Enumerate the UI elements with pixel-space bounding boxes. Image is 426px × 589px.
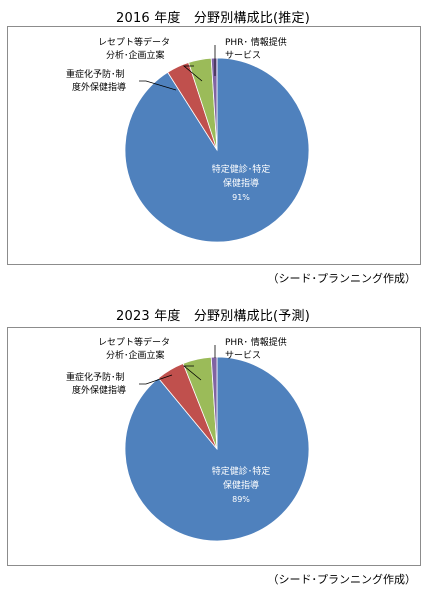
leader-line-receipt	[182, 365, 202, 381]
source-note-2023: （シード･プランニング作成）	[267, 573, 417, 586]
slices	[124, 356, 310, 542]
label-phr-line1: PHR･ 情報提供	[225, 36, 287, 48]
slice-phr-service	[210, 356, 218, 450]
label-main-value: 91%	[232, 193, 250, 202]
label-main-value: 89%	[232, 495, 250, 504]
chart-title-2016: 2016 年度 分野別構成比(推定)	[116, 11, 310, 26]
source-note-2016: （シード･プランニング作成）	[267, 272, 417, 285]
pie-chart-2023: レセプト等データ 分析･企画立案 PHR･ 情報提供 サービス 重症化予防･制 …	[66, 336, 310, 542]
label-main-line2: 保健指導	[223, 177, 259, 189]
label-main-line1: 特定健診･特定	[212, 465, 271, 477]
leader-line-severe	[139, 80, 177, 91]
slices	[124, 57, 310, 243]
pie-chart-2016: レセプト等データ 分析･企画立案 PHR･ 情報提供 サービス 重症化予防･制 …	[66, 36, 310, 243]
chart-title-2023: 2023 年度 分野別構成比(予測)	[116, 309, 310, 324]
label-main-line2: 保健指導	[223, 479, 259, 491]
chart-area-2023: レセプト等データ 分析･企画立案 PHR･ 情報提供 サービス 重症化予防･制 …	[7, 327, 421, 566]
label-main-line1: 特定健診･特定	[212, 163, 271, 175]
label-receipt-line1: レセプト等データ	[98, 36, 170, 48]
label-receipt-line1: レセプト等データ	[98, 336, 170, 348]
label-severe-line1: 重症化予防･制	[66, 68, 125, 80]
label-receipt-line2: 分析･企画立案	[106, 349, 165, 361]
leader-line-severe	[139, 374, 173, 385]
label-severe-line2: 度外保健指導	[72, 384, 126, 396]
label-phr-line2: サービス	[225, 350, 261, 361]
slice-specific-checkup	[124, 356, 310, 542]
label-phr-line2: サービス	[225, 50, 261, 61]
label-phr-line1: PHR･ 情報提供	[225, 336, 287, 348]
chart-area-2016: レセプト等データ 分析･企画立案 PHR･ 情報提供 サービス 重症化予防･制 …	[7, 26, 421, 265]
leader-lines	[139, 45, 216, 91]
slice-phr-service	[210, 57, 218, 151]
label-severe-line2: 度外保健指導	[72, 81, 126, 93]
leader-lines	[139, 345, 216, 385]
label-severe-line1: 重症化予防･制	[66, 371, 125, 383]
leader-line-receipt	[182, 65, 203, 82]
label-receipt-line2: 分析･企画立案	[106, 49, 165, 61]
